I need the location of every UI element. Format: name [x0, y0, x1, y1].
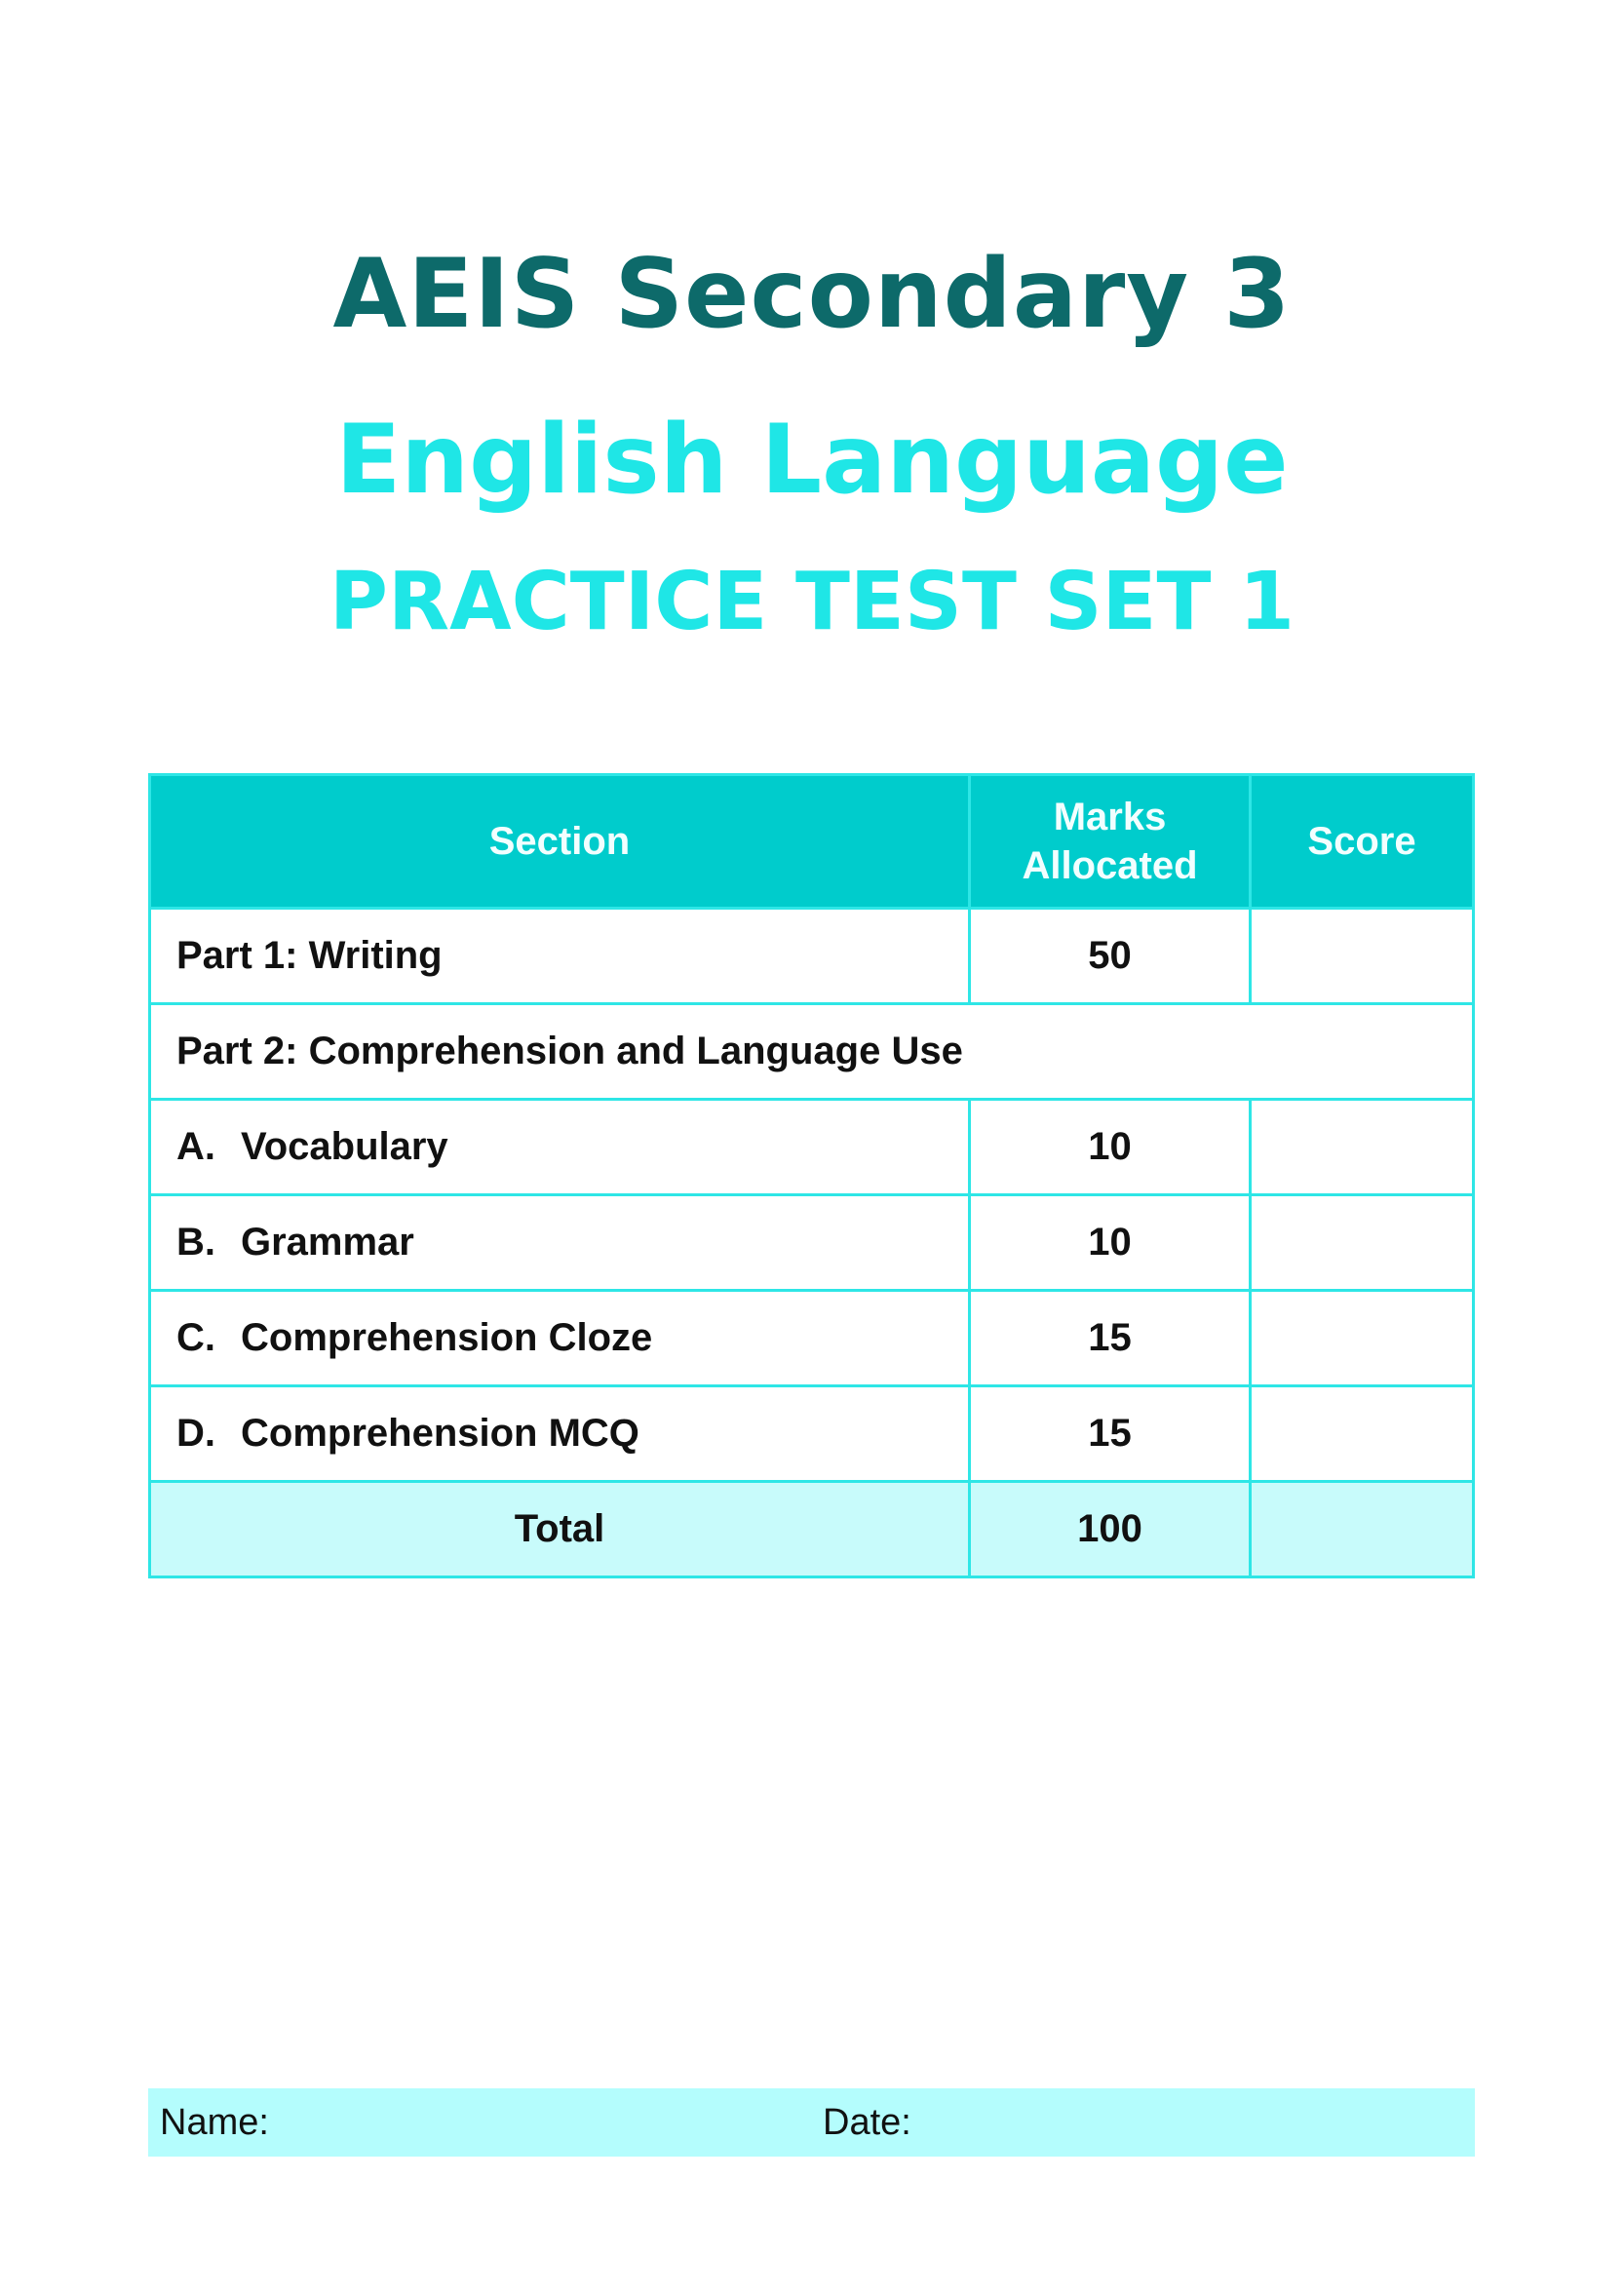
- title-line-1: AEIS Secondary 3: [332, 239, 1292, 350]
- date-label: Date:: [823, 2102, 911, 2143]
- header-section: Section: [148, 773, 971, 910]
- table-row: Part 2: Comprehension and Language Use: [148, 1002, 1475, 1101]
- table-row: C. Comprehension Cloze 15: [148, 1289, 1475, 1387]
- table-row: Part 1: Writing 50: [148, 907, 1475, 1005]
- total-row: Total 100: [148, 1480, 1475, 1578]
- title-line-3: PRACTICE TEST SET 1: [329, 556, 1295, 648]
- table-row: A. Vocabulary 10: [148, 1098, 1475, 1196]
- title-line-2: English Language: [335, 405, 1289, 516]
- total-score-cell[interactable]: [1249, 1480, 1475, 1578]
- score-cell[interactable]: [1249, 1384, 1475, 1483]
- section-letter: A.: [176, 1125, 215, 1168]
- table-header-row: Section Marks Allocated Score: [148, 773, 1475, 910]
- section-name: Vocabulary: [241, 1125, 448, 1168]
- score-cell[interactable]: [1249, 1193, 1475, 1292]
- total-marks: 100: [968, 1480, 1252, 1578]
- table-row: D. Comprehension MCQ 15: [148, 1384, 1475, 1483]
- section-cell: Part 1: Writing: [148, 907, 971, 1005]
- marks-cell: 15: [968, 1384, 1252, 1483]
- section-letter: D.: [176, 1412, 215, 1455]
- name-label: Name:: [160, 2102, 269, 2143]
- marks-cell: 15: [968, 1289, 1252, 1387]
- section-cell: Part 2: Comprehension and Language Use: [148, 1002, 1475, 1101]
- table-row: B. Grammar 10: [148, 1193, 1475, 1292]
- section-name: Grammar: [241, 1221, 414, 1264]
- total-label: Total: [148, 1480, 971, 1578]
- score-cell[interactable]: [1249, 1289, 1475, 1387]
- marks-table: Section Marks Allocated Score Part 1: Wr…: [148, 773, 1475, 1578]
- header-marks: Marks Allocated: [968, 773, 1252, 910]
- section-cell: B. Grammar: [148, 1193, 971, 1292]
- section-cell: A. Vocabulary: [148, 1098, 971, 1196]
- section-name: Comprehension MCQ: [241, 1412, 639, 1455]
- section-cell: C. Comprehension Cloze: [148, 1289, 971, 1387]
- header-score: Score: [1249, 773, 1475, 910]
- score-cell[interactable]: [1249, 1098, 1475, 1196]
- section-letter: B.: [176, 1221, 215, 1264]
- section-letter: C.: [176, 1316, 215, 1359]
- marks-cell: 50: [968, 907, 1252, 1005]
- section-name: Comprehension Cloze: [241, 1316, 653, 1359]
- section-cell: D. Comprehension MCQ: [148, 1384, 971, 1483]
- name-date-bar: Name: Date:: [148, 2088, 1475, 2157]
- marks-cell: 10: [968, 1193, 1252, 1292]
- marks-cell: 10: [968, 1098, 1252, 1196]
- score-cell[interactable]: [1249, 907, 1475, 1005]
